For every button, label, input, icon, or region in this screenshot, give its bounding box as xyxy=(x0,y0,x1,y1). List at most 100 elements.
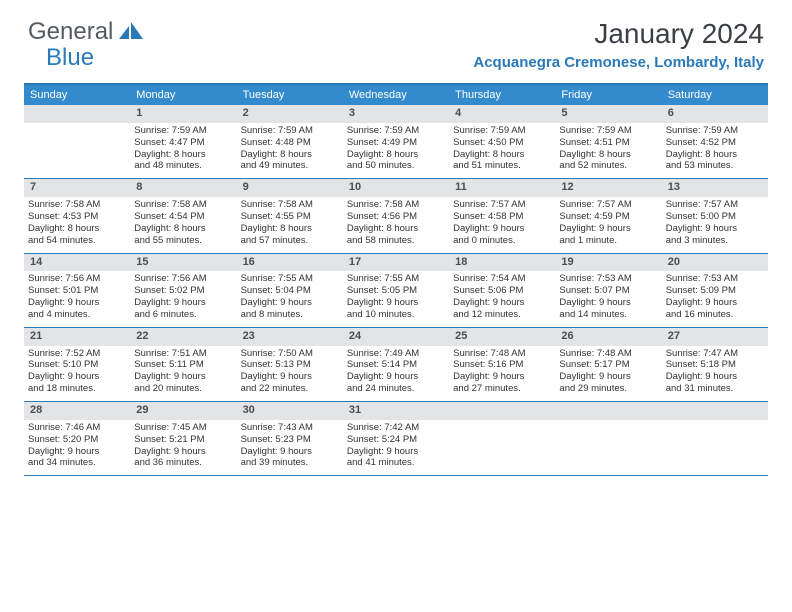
day-info-line: Daylight: 9 hours xyxy=(134,371,232,383)
day-info-line: Sunset: 4:49 PM xyxy=(347,137,445,149)
day-info-line: Sunset: 5:16 PM xyxy=(453,359,551,371)
day-cell: 6Sunrise: 7:59 AMSunset: 4:52 PMDaylight… xyxy=(662,105,768,178)
day-cell: 10Sunrise: 7:58 AMSunset: 4:56 PMDayligh… xyxy=(343,179,449,252)
day-cell xyxy=(24,105,130,178)
day-number xyxy=(449,402,555,420)
day-number: 25 xyxy=(449,328,555,346)
day-info-line: Daylight: 8 hours xyxy=(347,149,445,161)
day-info-line: and 18 minutes. xyxy=(28,383,126,395)
day-number: 12 xyxy=(555,179,661,197)
day-info-line: Daylight: 8 hours xyxy=(28,223,126,235)
day-number xyxy=(24,105,130,123)
day-info-line: Sunrise: 7:58 AM xyxy=(134,199,232,211)
week-row: 28Sunrise: 7:46 AMSunset: 5:20 PMDayligh… xyxy=(24,402,768,476)
day-info-line: Sunset: 4:59 PM xyxy=(559,211,657,223)
day-info-line: and 54 minutes. xyxy=(28,235,126,247)
day-cell: 29Sunrise: 7:45 AMSunset: 5:21 PMDayligh… xyxy=(130,402,236,475)
day-number: 9 xyxy=(237,179,343,197)
day-cell xyxy=(449,402,555,475)
day-info-line: Daylight: 9 hours xyxy=(453,297,551,309)
day-info-line: Sunset: 5:14 PM xyxy=(347,359,445,371)
day-info-line: Daylight: 8 hours xyxy=(134,149,232,161)
day-number: 14 xyxy=(24,254,130,272)
day-cell: 20Sunrise: 7:53 AMSunset: 5:09 PMDayligh… xyxy=(662,254,768,327)
day-number: 10 xyxy=(343,179,449,197)
day-info-line: and 50 minutes. xyxy=(347,160,445,172)
day-info-line: and 53 minutes. xyxy=(666,160,764,172)
day-info-line: and 29 minutes. xyxy=(559,383,657,395)
logo-sail-icon xyxy=(119,20,145,45)
week-row: 21Sunrise: 7:52 AMSunset: 5:10 PMDayligh… xyxy=(24,328,768,402)
day-info-line: and 27 minutes. xyxy=(453,383,551,395)
day-info-line: Daylight: 8 hours xyxy=(453,149,551,161)
day-info-line: Daylight: 9 hours xyxy=(347,446,445,458)
day-cell: 16Sunrise: 7:55 AMSunset: 5:04 PMDayligh… xyxy=(237,254,343,327)
weekday-row: SundayMondayTuesdayWednesdayThursdayFrid… xyxy=(24,85,768,105)
day-info-line: and 16 minutes. xyxy=(666,309,764,321)
day-info-line: Sunrise: 7:49 AM xyxy=(347,348,445,360)
day-info-line: Sunset: 4:53 PM xyxy=(28,211,126,223)
day-info-line: Sunset: 5:13 PM xyxy=(241,359,339,371)
day-info-line: Sunrise: 7:48 AM xyxy=(559,348,657,360)
logo-text-blue: Blue xyxy=(46,44,94,71)
day-cell: 25Sunrise: 7:48 AMSunset: 5:16 PMDayligh… xyxy=(449,328,555,401)
day-info-line: Sunrise: 7:53 AM xyxy=(666,273,764,285)
day-number: 6 xyxy=(662,105,768,123)
day-info-line: and 36 minutes. xyxy=(134,457,232,469)
day-number: 24 xyxy=(343,328,449,346)
day-number: 21 xyxy=(24,328,130,346)
day-cell: 27Sunrise: 7:47 AMSunset: 5:18 PMDayligh… xyxy=(662,328,768,401)
day-info-line: and 58 minutes. xyxy=(347,235,445,247)
day-number: 31 xyxy=(343,402,449,420)
day-info-line: Sunset: 5:09 PM xyxy=(666,285,764,297)
day-number: 18 xyxy=(449,254,555,272)
day-info-line: and 6 minutes. xyxy=(134,309,232,321)
day-info-line: Daylight: 9 hours xyxy=(453,223,551,235)
day-info-line: Sunrise: 7:59 AM xyxy=(347,125,445,137)
day-info-line: Daylight: 9 hours xyxy=(241,371,339,383)
day-info-line: Sunrise: 7:59 AM xyxy=(134,125,232,137)
day-info-line: and 48 minutes. xyxy=(134,160,232,172)
weekday-header: Sunday xyxy=(24,85,130,105)
weekday-header: Saturday xyxy=(662,85,768,105)
day-number: 16 xyxy=(237,254,343,272)
day-info-line: Sunset: 5:17 PM xyxy=(559,359,657,371)
day-cell: 18Sunrise: 7:54 AMSunset: 5:06 PMDayligh… xyxy=(449,254,555,327)
day-info-line: Sunset: 5:18 PM xyxy=(666,359,764,371)
day-info-line: and 41 minutes. xyxy=(347,457,445,469)
day-info-line: Daylight: 9 hours xyxy=(559,223,657,235)
day-number: 8 xyxy=(130,179,236,197)
day-info-line: Sunset: 4:52 PM xyxy=(666,137,764,149)
day-cell: 14Sunrise: 7:56 AMSunset: 5:01 PMDayligh… xyxy=(24,254,130,327)
day-cell: 5Sunrise: 7:59 AMSunset: 4:51 PMDaylight… xyxy=(555,105,661,178)
day-info-line: Sunset: 4:55 PM xyxy=(241,211,339,223)
day-number: 1 xyxy=(130,105,236,123)
day-info-line: Sunrise: 7:53 AM xyxy=(559,273,657,285)
day-info-line: Sunrise: 7:57 AM xyxy=(666,199,764,211)
day-info-line: Daylight: 9 hours xyxy=(347,297,445,309)
header: General Blue January 2024 Acquanegra Cre… xyxy=(0,0,792,73)
day-info-line: Daylight: 8 hours xyxy=(241,149,339,161)
day-info-line: Sunset: 5:04 PM xyxy=(241,285,339,297)
day-cell: 8Sunrise: 7:58 AMSunset: 4:54 PMDaylight… xyxy=(130,179,236,252)
day-info-line: Sunrise: 7:43 AM xyxy=(241,422,339,434)
day-info-line: Sunset: 4:58 PM xyxy=(453,211,551,223)
day-info-line: Sunset: 5:24 PM xyxy=(347,434,445,446)
day-cell: 30Sunrise: 7:43 AMSunset: 5:23 PMDayligh… xyxy=(237,402,343,475)
day-cell: 17Sunrise: 7:55 AMSunset: 5:05 PMDayligh… xyxy=(343,254,449,327)
day-info-line: Sunrise: 7:58 AM xyxy=(347,199,445,211)
day-info-line: Daylight: 9 hours xyxy=(28,297,126,309)
month-title: January 2024 xyxy=(473,18,764,50)
location: Acquanegra Cremonese, Lombardy, Italy xyxy=(473,54,764,71)
day-number xyxy=(555,402,661,420)
day-number: 19 xyxy=(555,254,661,272)
day-cell: 4Sunrise: 7:59 AMSunset: 4:50 PMDaylight… xyxy=(449,105,555,178)
day-number: 17 xyxy=(343,254,449,272)
day-info-line: Sunset: 5:06 PM xyxy=(453,285,551,297)
day-info-line: Sunset: 5:10 PM xyxy=(28,359,126,371)
day-cell: 24Sunrise: 7:49 AMSunset: 5:14 PMDayligh… xyxy=(343,328,449,401)
weekday-header: Thursday xyxy=(449,85,555,105)
day-cell: 15Sunrise: 7:56 AMSunset: 5:02 PMDayligh… xyxy=(130,254,236,327)
day-info-line: Daylight: 8 hours xyxy=(347,223,445,235)
weekday-header: Friday xyxy=(555,85,661,105)
